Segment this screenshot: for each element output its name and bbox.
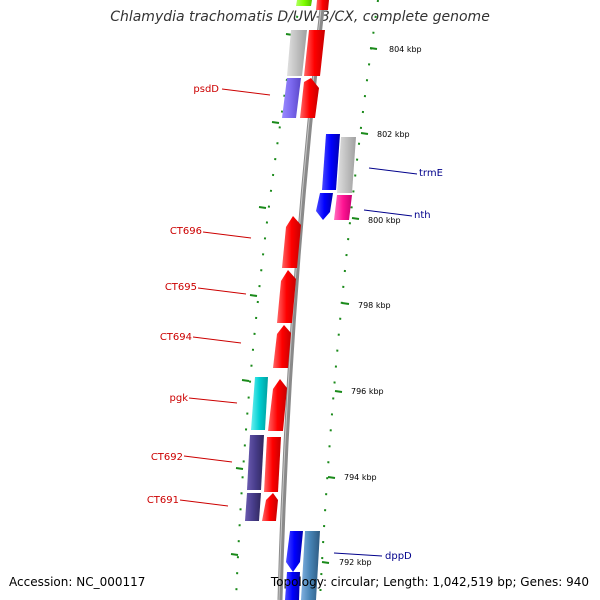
feature-pgk-red (268, 379, 287, 431)
feature-CT692-red (264, 437, 281, 492)
feature-CT694 (273, 325, 291, 368)
tick-label-796: 796 kbp (351, 387, 384, 396)
feature-dppD-steel (301, 531, 320, 600)
feature-CT691-red (262, 493, 278, 521)
page-title: Chlamydia trachomatis D/UW-3/CX, complet… (110, 9, 490, 25)
major-ticks (230, 33, 378, 564)
tick-label-800: 800 kbp (368, 216, 401, 225)
tick-label-794: 794 kbp (344, 473, 377, 482)
feature-CT696 (282, 216, 301, 268)
gene-label-CT696: CT696 (170, 226, 202, 237)
gene-label-pgk: pgk (170, 393, 189, 404)
feature-red-top (316, 0, 329, 10)
feature-trmE-grey (337, 137, 356, 193)
genome-stats-label: Topology: circular; Length: 1,042,519 bp… (270, 575, 589, 589)
features-reverse (285, 134, 356, 600)
gene-label-psdD: psdD (193, 84, 219, 95)
feature-red-top2 (304, 30, 325, 76)
gene-label-trmE: trmE (419, 168, 443, 179)
accession-label: Accession: NC_000117 (9, 575, 146, 589)
outer-tick-ring (319, 0, 379, 600)
label-leaders (179, 88, 418, 557)
gene-label-dppD: dppD (385, 551, 412, 562)
tick-label-792: 792 kbp (339, 558, 372, 567)
feature-dppD-blue2 (285, 572, 300, 600)
feature-psdD (282, 78, 301, 118)
feature-CT695 (277, 270, 296, 323)
feature-nth-blue (316, 193, 333, 220)
gene-label-CT691: CT691 (147, 495, 179, 506)
feature-trmE-blue (322, 134, 340, 190)
feature-CT691-dark (245, 493, 261, 521)
tick-label-802: 802 kbp (377, 130, 410, 139)
feature-nth-magenta (334, 195, 352, 220)
features-forward (245, 0, 329, 521)
gene-label-CT692: CT692 (151, 452, 183, 463)
tick-label-798: 798 kbp (358, 301, 391, 310)
feature-pgk-cyan (251, 377, 268, 430)
feature-dppD-blue (286, 531, 303, 572)
feature-grey-top (287, 30, 307, 76)
gene-label-CT694: CT694 (160, 332, 192, 343)
feature-red-psd (300, 78, 319, 118)
tick-label-804: 804 kbp (389, 45, 422, 54)
feature-lime (296, 0, 312, 6)
gene-label-CT695: CT695 (165, 282, 197, 293)
gene-label-nth: nth (414, 210, 431, 221)
feature-CT692-dark (247, 435, 264, 490)
